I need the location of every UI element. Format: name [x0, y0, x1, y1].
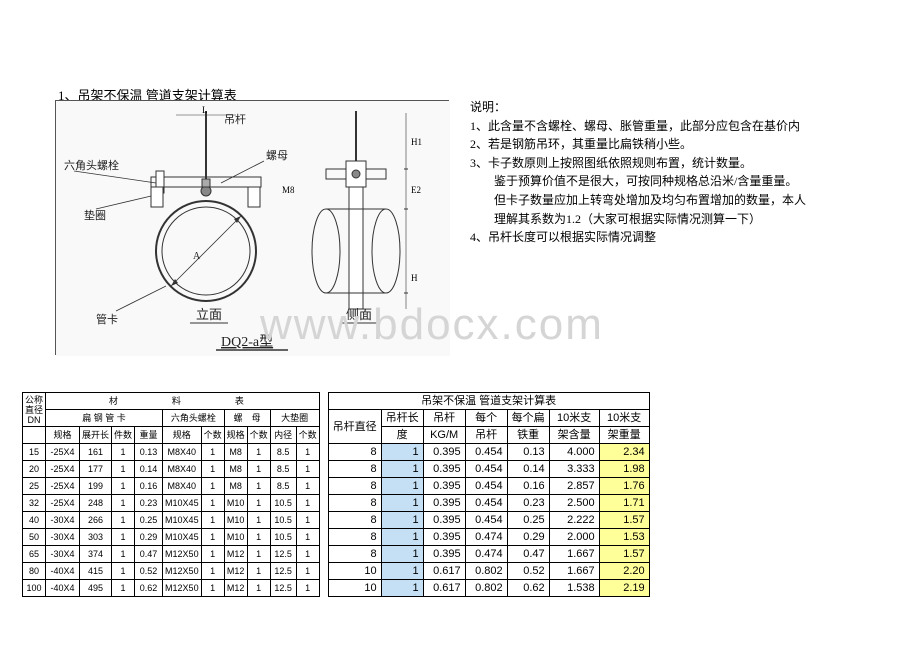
table-row: 810.3950.4540.134.0002.34	[328, 444, 649, 461]
table-row: 40-30X426610.25M10X451M10110.51	[23, 512, 320, 529]
label-washer: 垫圈	[84, 208, 106, 222]
note-line: 理解其系数为1.2（大家可根据实际情况测算一下）	[470, 210, 900, 229]
svg-text:L: L	[202, 105, 208, 115]
table-row: 810.3950.4740.292.0001.53	[328, 529, 649, 546]
label-clamp: 管卡	[96, 312, 118, 326]
note-line: 3、卡子数原则上按照图纸依照规则布置，统计数量。	[470, 154, 900, 173]
note-line: 鉴于预算价值不是很大，可按同种规格总沿米/含量重量。	[470, 172, 900, 191]
notes-heading: 说明：	[470, 98, 900, 117]
table-row: 80-40X441510.52M12X501M12112.51	[23, 563, 320, 580]
table-row: 1010.6170.8020.521.6672.20	[328, 563, 649, 580]
svg-text:H1: H1	[411, 137, 422, 147]
table-row: 810.3950.4540.232.5001.71	[328, 495, 649, 512]
table-row: 810.3950.4540.143.3331.98	[328, 461, 649, 478]
table-row: 50-30X430310.29M10X451M10110.51	[23, 529, 320, 546]
label-side: 侧面	[346, 307, 372, 322]
clamp-diagram: 吊杆 六角头螺栓 螺母 垫圈 A 管卡 立面	[55, 100, 449, 355]
note-line: 1、此含量不含螺栓、螺母、胀管重量，此部分应包含在基价内	[470, 117, 900, 136]
table-row: 810.3950.4540.252.2221.57	[328, 512, 649, 529]
svg-text:A: A	[193, 251, 201, 262]
label-hexbolt: 六角头螺栓	[64, 158, 119, 172]
note-line: 2、若是钢筋吊环，其重量比扁铁稍小些。	[470, 135, 900, 154]
svg-text:M8: M8	[282, 185, 295, 195]
table-row: 20-25X417710.14M8X401M818.51	[23, 461, 320, 478]
label-nut: 螺母	[266, 149, 288, 162]
label-front: 立面	[196, 307, 222, 322]
table-row: 15-25X416110.13M8X401M818.51	[23, 444, 320, 461]
notes-block: 说明： 1、此含量不含螺栓、螺母、胀管重量，此部分应包含在基价内 2、若是钢筋吊…	[470, 98, 900, 247]
svg-text:H: H	[411, 273, 418, 283]
table-row: 1010.6170.8020.621.5382.19	[328, 580, 649, 597]
table-row: 810.3950.4740.471.6671.57	[328, 546, 649, 563]
material-table: 公称 直径 DN 材 料 表 扁 钢 管 卡 六角头螺栓 螺 母 大垫圈 规格 …	[22, 392, 320, 597]
table-row: 810.3950.4540.162.8571.76	[328, 478, 649, 495]
table-row: 25-25X419910.16M8X401M818.51	[23, 478, 320, 495]
label-hanger: 吊杆	[224, 112, 246, 126]
table-row: 100-40X449510.62M12X501M12112.51	[23, 580, 320, 597]
table-row: 32-25X424810.23M10X451M10110.51	[23, 495, 320, 512]
note-line: 4、吊杆长度可以根据实际情况调整	[470, 228, 900, 247]
svg-text:E2: E2	[411, 185, 421, 195]
calc-table: 吊架不保温 管道支架计算表 吊杆直径 吊杆长 吊杆 每个 每个扁 10米支 10…	[328, 392, 650, 597]
note-line: 但卡子数量应加上转弯处增加及均匀布置增加的数量，本人	[470, 191, 900, 210]
table-row: 65-30X437410.47M12X501M12112.51	[23, 546, 320, 563]
label-model: DQ2-a型	[221, 334, 273, 350]
